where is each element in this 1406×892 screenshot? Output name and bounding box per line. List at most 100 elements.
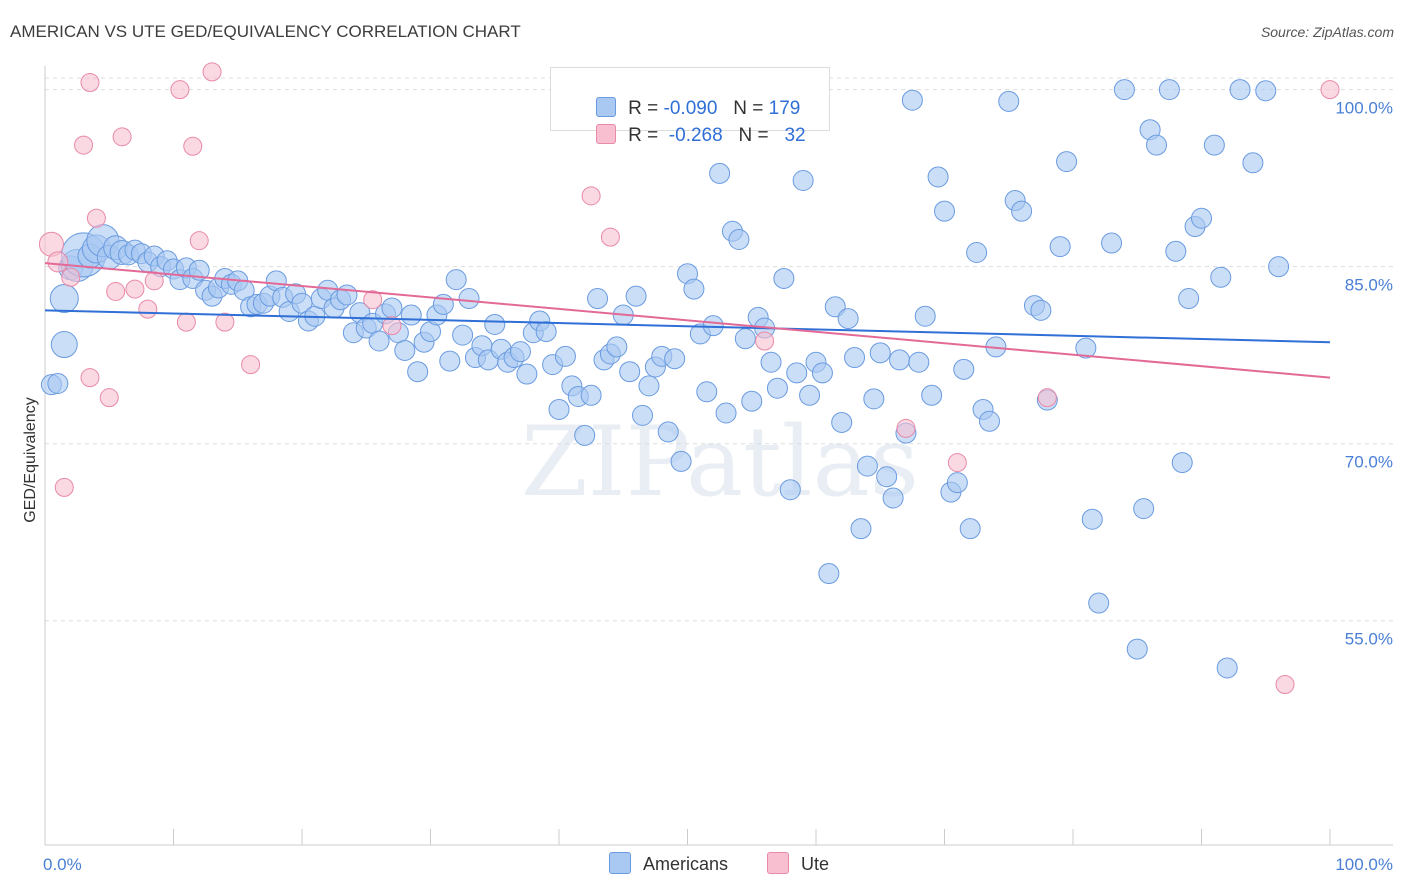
americans-point xyxy=(606,336,628,358)
americans-point xyxy=(1255,80,1277,102)
americans-point xyxy=(927,166,949,188)
ute-point xyxy=(202,62,222,82)
ute-point xyxy=(125,279,145,299)
americans-r-label: R = xyxy=(628,98,659,119)
legend-item-ute[interactable]: Ute xyxy=(767,852,829,875)
americans-point xyxy=(998,90,1020,112)
americans-point xyxy=(1113,79,1135,101)
ute-point xyxy=(54,477,74,497)
americans-point xyxy=(715,402,737,424)
americans-point xyxy=(657,421,679,443)
ute-point xyxy=(947,453,967,473)
legend-item-americans[interactable]: Americans xyxy=(609,852,728,875)
ute-point xyxy=(1320,80,1340,100)
americans-point xyxy=(786,362,808,384)
x-tick-label: 100.0% xyxy=(1335,855,1393,874)
americans-point xyxy=(1011,200,1033,222)
ute-point xyxy=(74,135,94,155)
series-legend: Americans Ute xyxy=(0,852,1406,878)
chart-title: AMERICAN VS UTE GED/EQUIVALENCY CORRELAT… xyxy=(10,22,521,41)
y-tick-label: 100.0% xyxy=(1335,99,1393,118)
americans-point xyxy=(336,284,358,306)
americans-trend-line xyxy=(44,309,1331,344)
americans-point xyxy=(869,342,891,364)
ute-n-value: 32 xyxy=(784,125,806,146)
americans-point xyxy=(188,259,210,281)
ute-point xyxy=(183,136,203,156)
americans-point xyxy=(792,169,814,191)
americans-point xyxy=(1056,151,1078,173)
ute-point xyxy=(176,312,196,332)
americans-point xyxy=(1210,266,1232,288)
americans-point xyxy=(554,345,576,367)
ute-n-label: N = xyxy=(738,125,769,146)
americans-point xyxy=(394,339,416,361)
ute-point xyxy=(600,227,620,247)
americans-point xyxy=(632,404,654,426)
americans-point xyxy=(516,363,538,385)
americans-point xyxy=(856,455,878,477)
americans-point xyxy=(966,241,988,263)
americans-point xyxy=(619,361,641,383)
americans-point xyxy=(1191,207,1212,229)
americans-point xyxy=(683,278,705,300)
americans-point xyxy=(47,373,69,395)
americans-point xyxy=(914,305,936,327)
americans-point xyxy=(863,388,885,410)
americans-point xyxy=(49,284,79,314)
americans-point xyxy=(587,288,609,310)
americans-point xyxy=(1203,134,1225,156)
americans-point xyxy=(766,377,788,399)
ute-r-label: R = xyxy=(628,125,659,146)
ute-point xyxy=(106,281,126,301)
americans-point xyxy=(1242,152,1264,174)
americans-point xyxy=(779,479,801,501)
americans-point xyxy=(811,362,833,384)
ute-point xyxy=(581,186,601,206)
americans-r-value: -0.090 xyxy=(663,98,718,119)
americans-point xyxy=(709,162,731,184)
americans-point xyxy=(1030,299,1052,321)
americans-point xyxy=(799,384,821,406)
americans-point xyxy=(773,267,795,289)
ute-point xyxy=(86,208,106,228)
americans-point xyxy=(484,313,506,335)
americans-point xyxy=(664,348,686,370)
americans-legend-label: Americans xyxy=(643,854,729,874)
americans-point xyxy=(381,297,403,319)
americans-point xyxy=(574,424,596,446)
americans-point xyxy=(850,518,872,540)
americans-point xyxy=(458,288,480,310)
ute-point xyxy=(755,331,775,351)
americans-point xyxy=(1126,638,1148,660)
ute-point xyxy=(189,231,209,251)
y-tick-label: 70.0% xyxy=(1345,453,1393,472)
americans-point xyxy=(837,308,859,330)
ute-point xyxy=(47,251,69,273)
americans-point xyxy=(452,324,474,346)
americans-point xyxy=(1088,592,1110,614)
ute-point xyxy=(112,127,132,147)
ute-point xyxy=(170,80,190,100)
ute-point xyxy=(99,388,119,408)
americans-point xyxy=(580,384,602,406)
ute-legend-swatch xyxy=(767,852,789,874)
americans-point xyxy=(953,358,975,380)
correlation-legend: R = -0.090 N = 179 R = -0.268 N = 32 xyxy=(550,67,830,146)
americans-point xyxy=(844,347,866,369)
y-tick-label: 85.0% xyxy=(1345,276,1393,295)
y-tick-label: 55.0% xyxy=(1345,630,1393,649)
americans-point xyxy=(934,200,955,222)
americans-point xyxy=(876,466,898,488)
watermark: ZIPatlas xyxy=(521,406,919,518)
americans-point xyxy=(959,518,981,540)
ute-point xyxy=(896,418,916,438)
americans-point xyxy=(696,381,718,403)
americans-point xyxy=(978,410,1000,432)
americans-point xyxy=(638,375,660,397)
americans-point xyxy=(1049,236,1071,258)
americans-point xyxy=(1165,240,1187,262)
ute-point xyxy=(1037,388,1057,408)
americans-point xyxy=(831,411,853,433)
